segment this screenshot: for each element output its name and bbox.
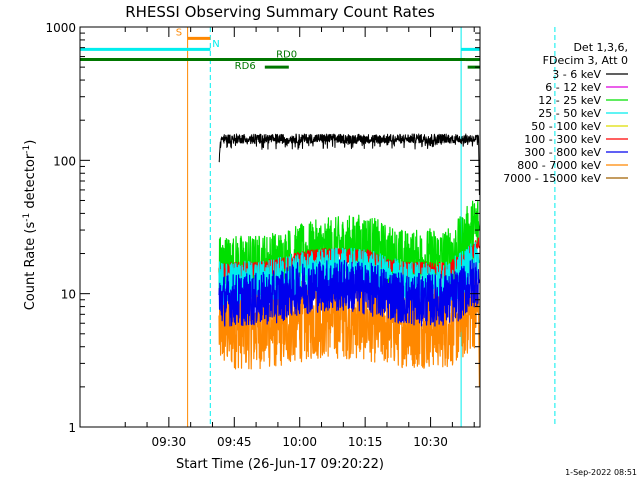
legend-header-line1: Det 1,3,6, [573,41,628,54]
state-bars: S N RD0 RD6 [80,28,480,72]
chart-labels: RHESSI Observing Summary Count Rates Sta… [22,3,637,477]
y-axis-label-end: ) [23,140,38,145]
x-tick-label: 10:30 [413,435,448,449]
y-tick-label: 1 [68,421,76,435]
y-tick-label: 100 [53,154,76,168]
legend-header-line2: FDecim 3, Att 0 [543,54,628,67]
chart-title: RHESSI Observing Summary Count Rates [125,3,435,21]
event-vertical-lines [187,27,556,427]
y-tick-label: 1000 [45,21,76,35]
legend-label-7: 800 - 7000 keV [517,159,601,172]
series-3-6keV [218,133,480,195]
legend-label-2: 12 - 25 keV [538,94,601,107]
y-axis-label-sup2: -1 [22,145,32,154]
x-tick-label: 09:30 [152,435,187,449]
state-label-n: N [212,39,219,50]
legend-label-6: 300 - 800 keV [524,146,601,159]
plot-frame [79,26,481,428]
y-tick-label: 10 [61,288,76,302]
x-tick-label: 10:00 [282,435,317,449]
legend-label-1: 6 - 12 keV [545,81,601,94]
y-axis-label: Count Rate (s-1 detector-1) [22,140,38,311]
state-label-rd0: RD0 [276,50,297,61]
y-axis-label-base: Count Rate (s [23,222,38,311]
state-label-rd6: RD6 [235,61,256,72]
y-axis-label-mid: detector [23,153,38,213]
data-series [218,133,480,387]
legend-label-8: 7000 - 15000 keV [503,172,601,185]
footer-date: 1-Sep-2022 08:51 [565,468,637,477]
legend-label-4: 50 - 100 keV [531,120,601,133]
legend-label-0: 3 - 6 keV [552,68,601,81]
x-tick-label: 09:45 [217,435,252,449]
x-axis-label: Start Time (26-Jun-17 09:20:22) [176,457,384,472]
legend-label-3: 25 - 50 keV [538,107,601,120]
x-tick-label: 10:15 [348,435,383,449]
series-300-800keV [218,259,480,327]
state-label-s: S [176,28,182,39]
axes: 1 10 100 1000 09:30 09:45 10:00 10:15 10:30 [45,21,481,449]
y-axis-label-sup1: -1 [22,213,32,222]
legend-label-5: 100 - 300 keV [524,133,601,146]
